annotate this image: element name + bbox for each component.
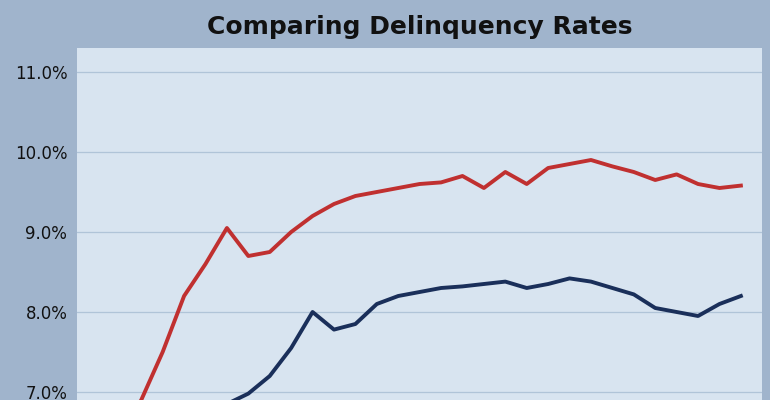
Title: Comparing Delinquency Rates: Comparing Delinquency Rates bbox=[207, 15, 632, 39]
